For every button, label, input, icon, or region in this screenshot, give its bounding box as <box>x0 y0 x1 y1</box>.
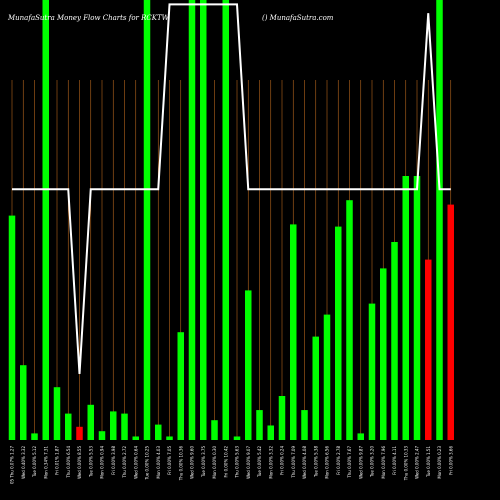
bar <box>447 204 454 440</box>
bar <box>425 259 432 440</box>
chart-subtitle: () MunafaSutra.com <box>262 14 334 22</box>
bar <box>143 0 151 440</box>
bar <box>87 404 94 440</box>
x-tick-label: Thu 0.00% 7.09 <box>291 446 296 479</box>
x-tick-label: Tue 0.00% 3.20 <box>370 446 375 478</box>
bar <box>368 303 376 440</box>
x-tick-label: Mon 0.00% 4.03 <box>156 446 161 479</box>
x-tick-label: Tue 0.00% 5.42 <box>257 446 262 478</box>
bar <box>245 290 252 440</box>
bar <box>98 431 106 440</box>
x-tick-label: Mon 0.00% 7.96 <box>381 446 386 479</box>
series-line <box>12 3 451 375</box>
chart-title: MunafaSutra Money Flow Charts for RCKTW <box>7 14 170 22</box>
bar <box>312 336 319 440</box>
x-tick-label: Wed 0.00% 4.08 <box>302 446 307 479</box>
bar <box>413 176 421 440</box>
x-tick-label: Tue 0.00% 3.75 <box>201 446 206 478</box>
x-tick-label: Tue 0.00% 5.53 <box>88 446 93 478</box>
bar <box>335 226 342 440</box>
bar <box>8 215 16 440</box>
x-tick-label: Tue 0.00% 5.12 <box>32 446 37 478</box>
x-tick-label: Tue 0.00% 10.25 <box>145 446 150 481</box>
x-tick-label: Fri 0.00% 10.42 <box>223 446 228 478</box>
bar <box>20 365 27 440</box>
bar <box>278 396 286 440</box>
x-axis-ticks: 05 Thu 0.07% 1.27 Wed 0.40% 3.32 Tue 0.00%… <box>10 446 454 484</box>
bar <box>200 0 207 440</box>
bar <box>402 176 409 440</box>
bar <box>53 387 61 440</box>
x-tick-label: Thu 0.00% 5.63 <box>235 446 240 479</box>
x-tick-label: Mon 0.00% 0.30 <box>212 446 217 479</box>
bar <box>323 314 331 440</box>
x-tick-label: Fri 0.00% 7.05 <box>167 446 172 475</box>
x-tick-label: Wed 0.40% 3.32 <box>21 446 26 479</box>
bar <box>380 268 387 440</box>
line-series <box>12 3 451 375</box>
x-tick-label: Wed 0.00% 8.55 <box>77 446 82 479</box>
x-tick-label: Fri 0.00% 3.66 <box>448 446 453 475</box>
x-tick-label: Wed 0.00% 9.87 <box>358 446 363 479</box>
bar <box>132 436 139 440</box>
x-tick-label: Wed 0.00% 0.64 <box>133 446 138 479</box>
bar <box>166 436 173 440</box>
bar <box>267 425 274 440</box>
bar <box>155 424 162 440</box>
x-tick-label: Fri 0.00% 2.78 <box>336 446 341 475</box>
bar <box>65 413 72 440</box>
x-tick-label: Thu 0.00% 2.72 <box>122 446 127 479</box>
bar <box>110 411 117 440</box>
bars <box>8 0 454 440</box>
bar <box>177 332 184 440</box>
bar <box>76 426 83 440</box>
bar <box>42 0 49 440</box>
bar <box>256 410 263 440</box>
x-tick-label: Tue 0.00% 5.38 <box>313 446 318 478</box>
x-tick-label: Mon 0.00% 3.32 <box>268 446 273 479</box>
bar <box>436 0 443 440</box>
x-tick-label: Thu 0.00% 6.54 <box>66 446 71 479</box>
bar <box>357 433 364 440</box>
x-tick-label: Wed 0.00% 9.60 <box>190 446 195 479</box>
bar <box>31 433 38 440</box>
x-tick-label: Fri 0.00% 3.98 <box>111 446 116 475</box>
bar <box>188 0 196 440</box>
bar <box>233 436 241 440</box>
bar <box>346 200 353 440</box>
bar <box>121 413 128 440</box>
x-tick-label: 05 Thu 0.07% 1.27 <box>10 446 15 484</box>
x-tick-label: Mon 0.00% 0.23 <box>437 446 442 479</box>
bar <box>290 224 297 440</box>
x-tick-label: Thu 0.00% 10.36 <box>178 446 183 482</box>
bar <box>222 0 229 440</box>
bar <box>301 410 308 440</box>
x-tick-label: Mon 0.34% 7.31 <box>43 446 48 479</box>
bar <box>211 420 218 440</box>
x-tick-label: Wed 0.00% 9.07 <box>246 446 251 479</box>
bar <box>391 242 398 440</box>
x-tick-label: Fri 0.00% 0.24 <box>280 446 285 475</box>
x-tick-label: Thu 0.00% 10.33 <box>403 446 408 482</box>
x-tick-label: Thu 0.00% 7.67 <box>347 446 352 479</box>
x-tick-label: Tue 0.00% 1.51 <box>426 446 431 478</box>
x-tick-label: Fri 0.00% 4.11 <box>392 446 397 475</box>
x-tick-label: Mon 0.00% 0.94 <box>100 446 105 479</box>
x-tick-label: Fri 0.01% 1.87 <box>55 446 60 475</box>
x-tick-label: Mon 0.00% 6.56 <box>325 446 330 479</box>
x-tick-label: Wed 0.00% 2.47 <box>415 446 420 479</box>
